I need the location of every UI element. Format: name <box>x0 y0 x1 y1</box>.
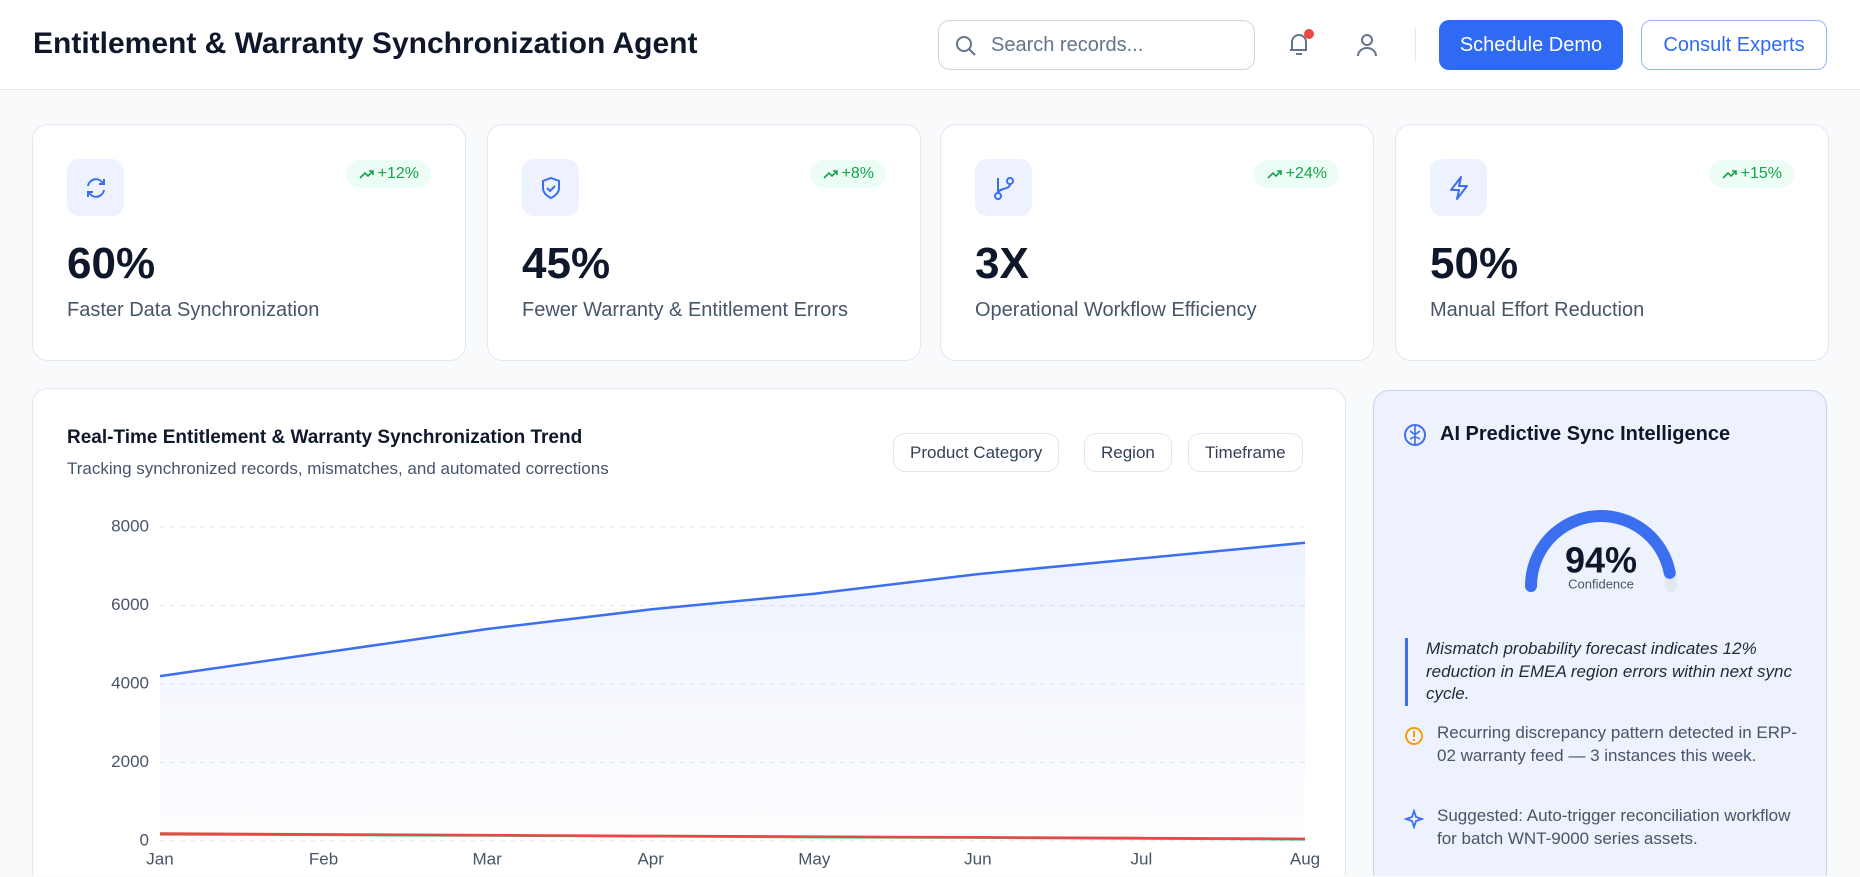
insight-item: Suggested: Auto-trigger reconciliation w… <box>1437 806 1791 848</box>
kpi-icon <box>975 159 1032 216</box>
trend-icon <box>1267 170 1282 179</box>
insight-item: Recurring discrepancy pattern detected i… <box>1437 723 1798 765</box>
alert-icon <box>1405 727 1423 745</box>
kpi-value: 3X <box>975 239 1029 288</box>
gauge-value: 94% <box>1565 540 1637 581</box>
divider <box>1415 28 1416 62</box>
confidence-gauge: 94%Confidence <box>1525 510 1677 592</box>
chart-card: Real-Time Entitlement & Warranty Synchro… <box>32 388 1346 876</box>
kpi-label: Faster Data Synchronization <box>67 299 320 321</box>
kpi-change: +15% <box>1708 160 1794 188</box>
filter-button[interactable]: Product Category <box>893 433 1060 472</box>
x-tick-label: Jan <box>146 849 173 868</box>
panel-title: AI Predictive Sync Intelligence <box>1440 423 1731 445</box>
x-tick-label: May <box>798 849 831 868</box>
area-fill <box>160 542 1305 841</box>
kpi-icon <box>67 159 124 216</box>
trend-icon <box>822 170 838 179</box>
x-tick-label: Mar <box>473 849 503 868</box>
kpi-value: 45% <box>522 239 611 288</box>
y-tick-label: 4000 <box>111 673 149 692</box>
search-box[interactable]: Search records... <box>938 20 1255 70</box>
kpi-label: Operational Workflow Efficiency <box>975 299 1257 321</box>
x-tick-label: Feb <box>309 849 338 868</box>
brain-icon <box>1404 424 1426 446</box>
x-tick-label: Jul <box>1131 849 1153 868</box>
chart-title: Real-Time Entitlement & Warranty Synchro… <box>67 427 583 448</box>
notification-icon[interactable] <box>1284 28 1316 60</box>
gauge-caption: Confidence <box>1568 576 1634 591</box>
kpi-value: 60% <box>67 239 156 288</box>
kpi-change: +12% <box>345 160 431 188</box>
search-icon <box>956 36 976 56</box>
kpi-value: 50% <box>1430 239 1519 288</box>
kpi-card: +12% 60% Faster Data Synchronization <box>32 124 466 361</box>
user-icon[interactable] <box>1354 32 1380 58</box>
gauge-arc <box>1525 510 1676 592</box>
x-tick-label: Apr <box>637 849 664 868</box>
kpi-label: Manual Effort Reduction <box>1430 299 1645 321</box>
y-tick-label: 2000 <box>111 752 149 771</box>
app-title: Entitlement & Warranty Synchronization A… <box>33 27 698 60</box>
x-tick-label: Jun <box>964 849 991 868</box>
insight-text: Mismatch probability forecast indicates … <box>1426 639 1792 703</box>
kpi-card: +15% 50% Manual Effort Reduction <box>1395 124 1829 361</box>
series-line <box>159 832 1306 841</box>
kpi-card: +24% 3X Operational Workflow Efficiency <box>940 124 1374 361</box>
schedule-demo-button[interactable]: Schedule Demo <box>1439 20 1623 70</box>
trend-icon <box>359 170 374 179</box>
x-tick-label: Aug <box>1290 849 1320 868</box>
kpi-change-text: +15% <box>1740 165 1782 182</box>
line-chart: 0 2000 4000 6000 8000 Jan Feb Mar Apr May Jun Jul Au… <box>111 516 1320 868</box>
sparkle-icon <box>1404 809 1424 829</box>
search-placeholder: Search records... <box>991 34 1144 56</box>
ai-panel: AI Predictive Sync Intelligence 94% Confi… <box>1373 390 1827 876</box>
kpi-change: +24% <box>1253 160 1339 188</box>
kpi-change: +8% <box>809 160 886 188</box>
y-tick-label: 0 <box>140 830 149 849</box>
kpi-icon <box>522 159 579 216</box>
kpi-change-text: +12% <box>377 165 419 182</box>
y-tick-label: 8000 <box>111 516 149 535</box>
consult-experts-button[interactable]: Consult Experts <box>1641 20 1827 70</box>
filter-button[interactable]: Region <box>1084 433 1172 472</box>
chart-subtitle: Tracking synchronized records, mismatche… <box>67 459 609 478</box>
header: Entitlement & Warranty Synchronization A… <box>0 0 1860 90</box>
series-line <box>159 541 1306 678</box>
kpi-change-text: +8% <box>841 165 874 182</box>
y-tick-label: 6000 <box>111 595 149 614</box>
kpi-change-text: +24% <box>1285 165 1327 182</box>
insight-bar <box>1405 638 1408 706</box>
kpi-icon <box>1430 159 1487 216</box>
kpi-card: +8% 45% Fewer Warranty & Entitlement Err… <box>487 124 921 361</box>
filter-button[interactable]: Timeframe <box>1188 433 1303 472</box>
trend-icon <box>1722 170 1737 179</box>
kpi-label: Fewer Warranty & Entitlement Errors <box>522 299 849 321</box>
